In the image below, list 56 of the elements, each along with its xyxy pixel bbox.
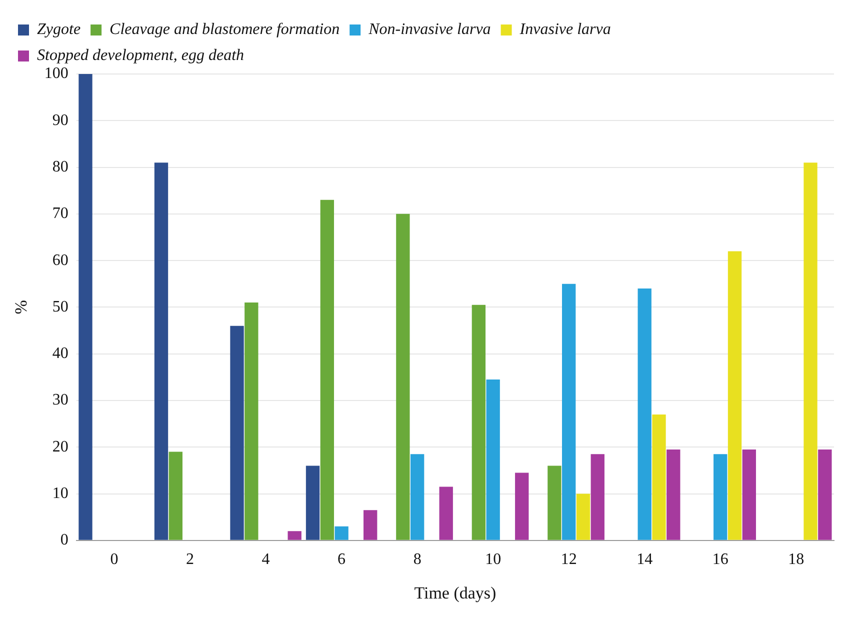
bar: [515, 472, 529, 540]
legend-label: Zygote: [37, 21, 81, 38]
bar: [666, 449, 680, 540]
bar: [168, 452, 182, 540]
x-tick-label: 16: [712, 551, 728, 568]
y-tick-label: 80: [52, 158, 68, 176]
x-tick-label: 10: [485, 551, 502, 568]
bar: [590, 454, 604, 540]
y-tick-label: 100: [44, 65, 68, 82]
bar: [562, 284, 576, 540]
bar: [548, 466, 562, 540]
bar: [230, 326, 244, 540]
y-tick-label: 40: [52, 345, 68, 362]
x-tick-label: 4: [262, 551, 270, 568]
x-tick-label: 0: [110, 551, 118, 568]
y-tick-label: 60: [52, 252, 68, 269]
x-tick-label: 14: [636, 551, 653, 568]
bar: [334, 526, 348, 540]
bar: [154, 162, 168, 540]
bar: [728, 251, 742, 540]
bar: [472, 304, 486, 540]
x-tick-label: 18: [788, 551, 804, 568]
bar: [364, 510, 378, 540]
x-axis-title: Time (days): [414, 583, 496, 602]
y-tick-label: 30: [52, 392, 68, 409]
bar: [652, 414, 666, 540]
x-tick-label: 8: [413, 551, 422, 568]
bar: [804, 162, 818, 540]
x-tick-label: 12: [560, 551, 577, 568]
bar: [576, 494, 590, 540]
bar: [244, 302, 258, 540]
legend-label: Invasive larva: [518, 21, 611, 38]
y-tick-label: 0: [60, 532, 68, 549]
x-tick-label: 2: [186, 551, 194, 568]
y-tick-label: 90: [52, 112, 68, 129]
bar: [288, 531, 302, 540]
bar: [638, 288, 652, 540]
legend-label: Cleavage and blastomere formation: [110, 21, 340, 38]
bar: [78, 74, 92, 540]
bar: [714, 454, 728, 540]
bar: [320, 200, 334, 540]
legend-label: Non-invasive larva: [368, 21, 491, 38]
bar: [486, 379, 500, 540]
bar: [410, 454, 424, 540]
bar: [439, 486, 453, 540]
y-tick-label: 50: [52, 298, 68, 316]
x-tick-label: 6: [338, 551, 346, 568]
bar: [742, 449, 756, 540]
y-tick-label: 20: [52, 438, 68, 456]
y-tick-label: 70: [52, 205, 68, 222]
y-tick-label: 10: [52, 484, 68, 502]
y-axis-title: %: [12, 300, 31, 314]
bar: [818, 449, 832, 540]
legend-label: Stopped development, egg death: [37, 47, 244, 64]
bar: [306, 466, 320, 540]
bar: [396, 214, 410, 540]
